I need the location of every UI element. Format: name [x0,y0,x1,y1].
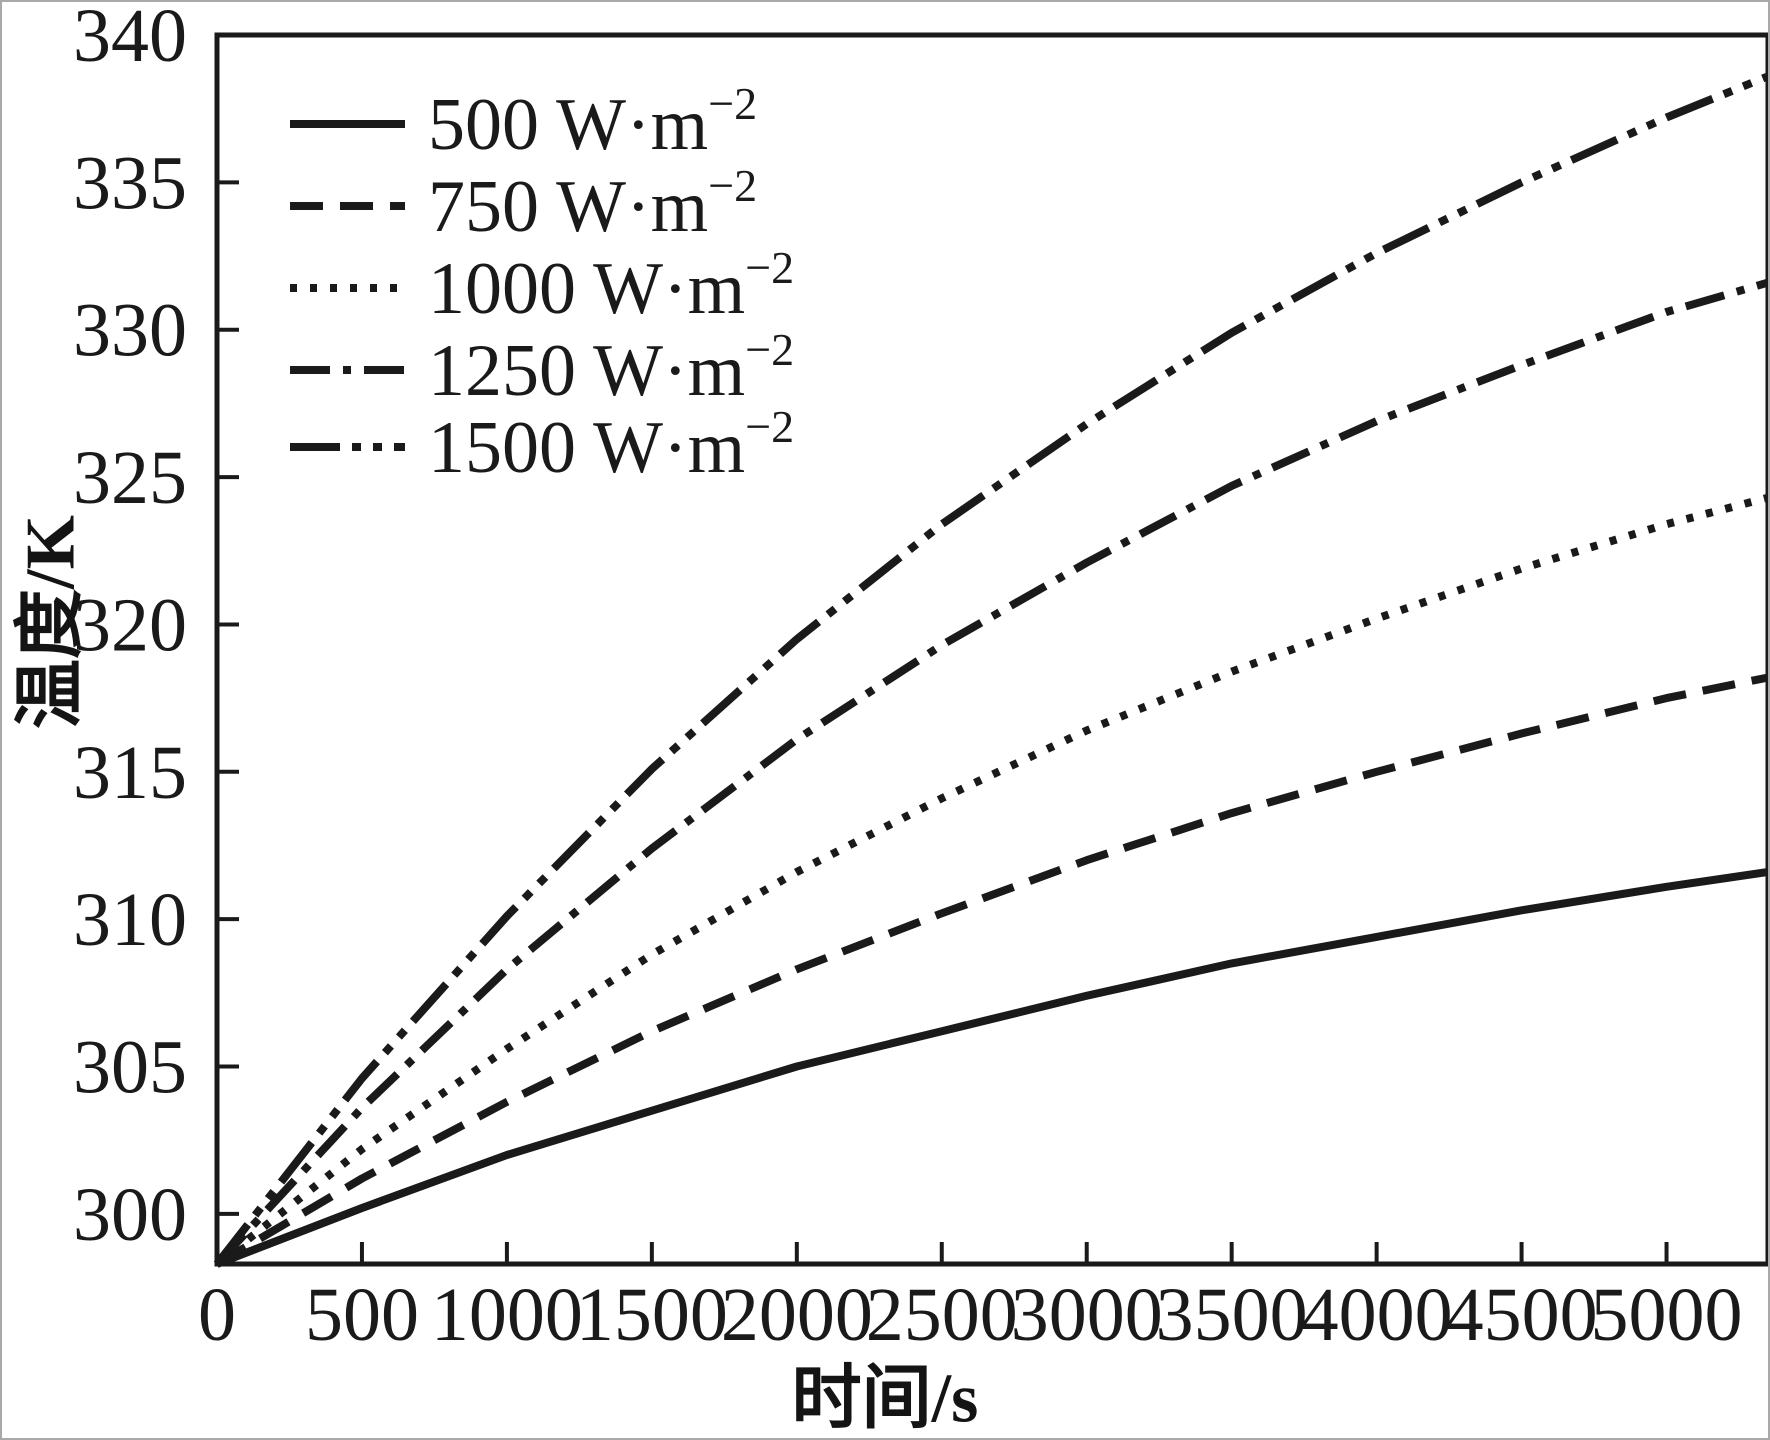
x-axis-title: 时间/s [791,1360,979,1438]
curve-500 [215,868,1768,1268]
legend-label-exponent: −2 [745,324,794,375]
legend-label-1500: 1500 W·m−2 [428,401,794,489]
y-axis-title: 温度/K [12,515,90,729]
curve-1250 [214,278,1768,1267]
x-tick-label: 3000 [1011,1273,1163,1357]
y-tick-label: 315 [73,731,187,815]
curve-1000 [214,493,1768,1268]
legend-label-exponent: −2 [708,78,757,129]
y-tick-label: 305 [73,1026,187,1110]
y-tick-label: 335 [73,141,187,225]
plot-border [214,32,1768,1267]
legend-label-1250: 1250 W·m−2 [428,324,794,412]
x-tick-label: 4000 [1301,1273,1453,1357]
x-tick-label: 1000 [431,1273,583,1357]
y-tick-label: 330 [73,289,187,373]
legend-label-exponent: −2 [745,401,794,452]
x-tick-label: 1500 [576,1273,728,1357]
x-tick-label: 500 [305,1273,419,1357]
curve-1500 [213,72,1768,1267]
y-tick-label: 320 [73,583,187,667]
legend-label-exponent: −2 [745,242,794,293]
x-tick-label: 4500 [1446,1273,1598,1357]
legend-label-1000: 1000 W·m−2 [428,242,794,330]
x-tick-label: 0 [198,1273,236,1357]
x-tick-label: 2500 [866,1273,1018,1357]
x-tick-label: 3500 [1156,1273,1308,1357]
legend-label-500: 500 W·m−2 [428,78,757,166]
y-tick-label: 325 [73,436,187,520]
y-tick-label: 340 [73,2,187,78]
curve-750 [214,673,1768,1268]
legend-label-exponent: −2 [708,160,757,211]
x-tick-label: 5000 [1591,1273,1743,1357]
legend-label-750: 750 W·m−2 [428,160,757,248]
y-tick-label: 300 [73,1173,187,1257]
x-tick-label: 2000 [721,1273,873,1357]
y-tick-label: 310 [73,878,187,962]
